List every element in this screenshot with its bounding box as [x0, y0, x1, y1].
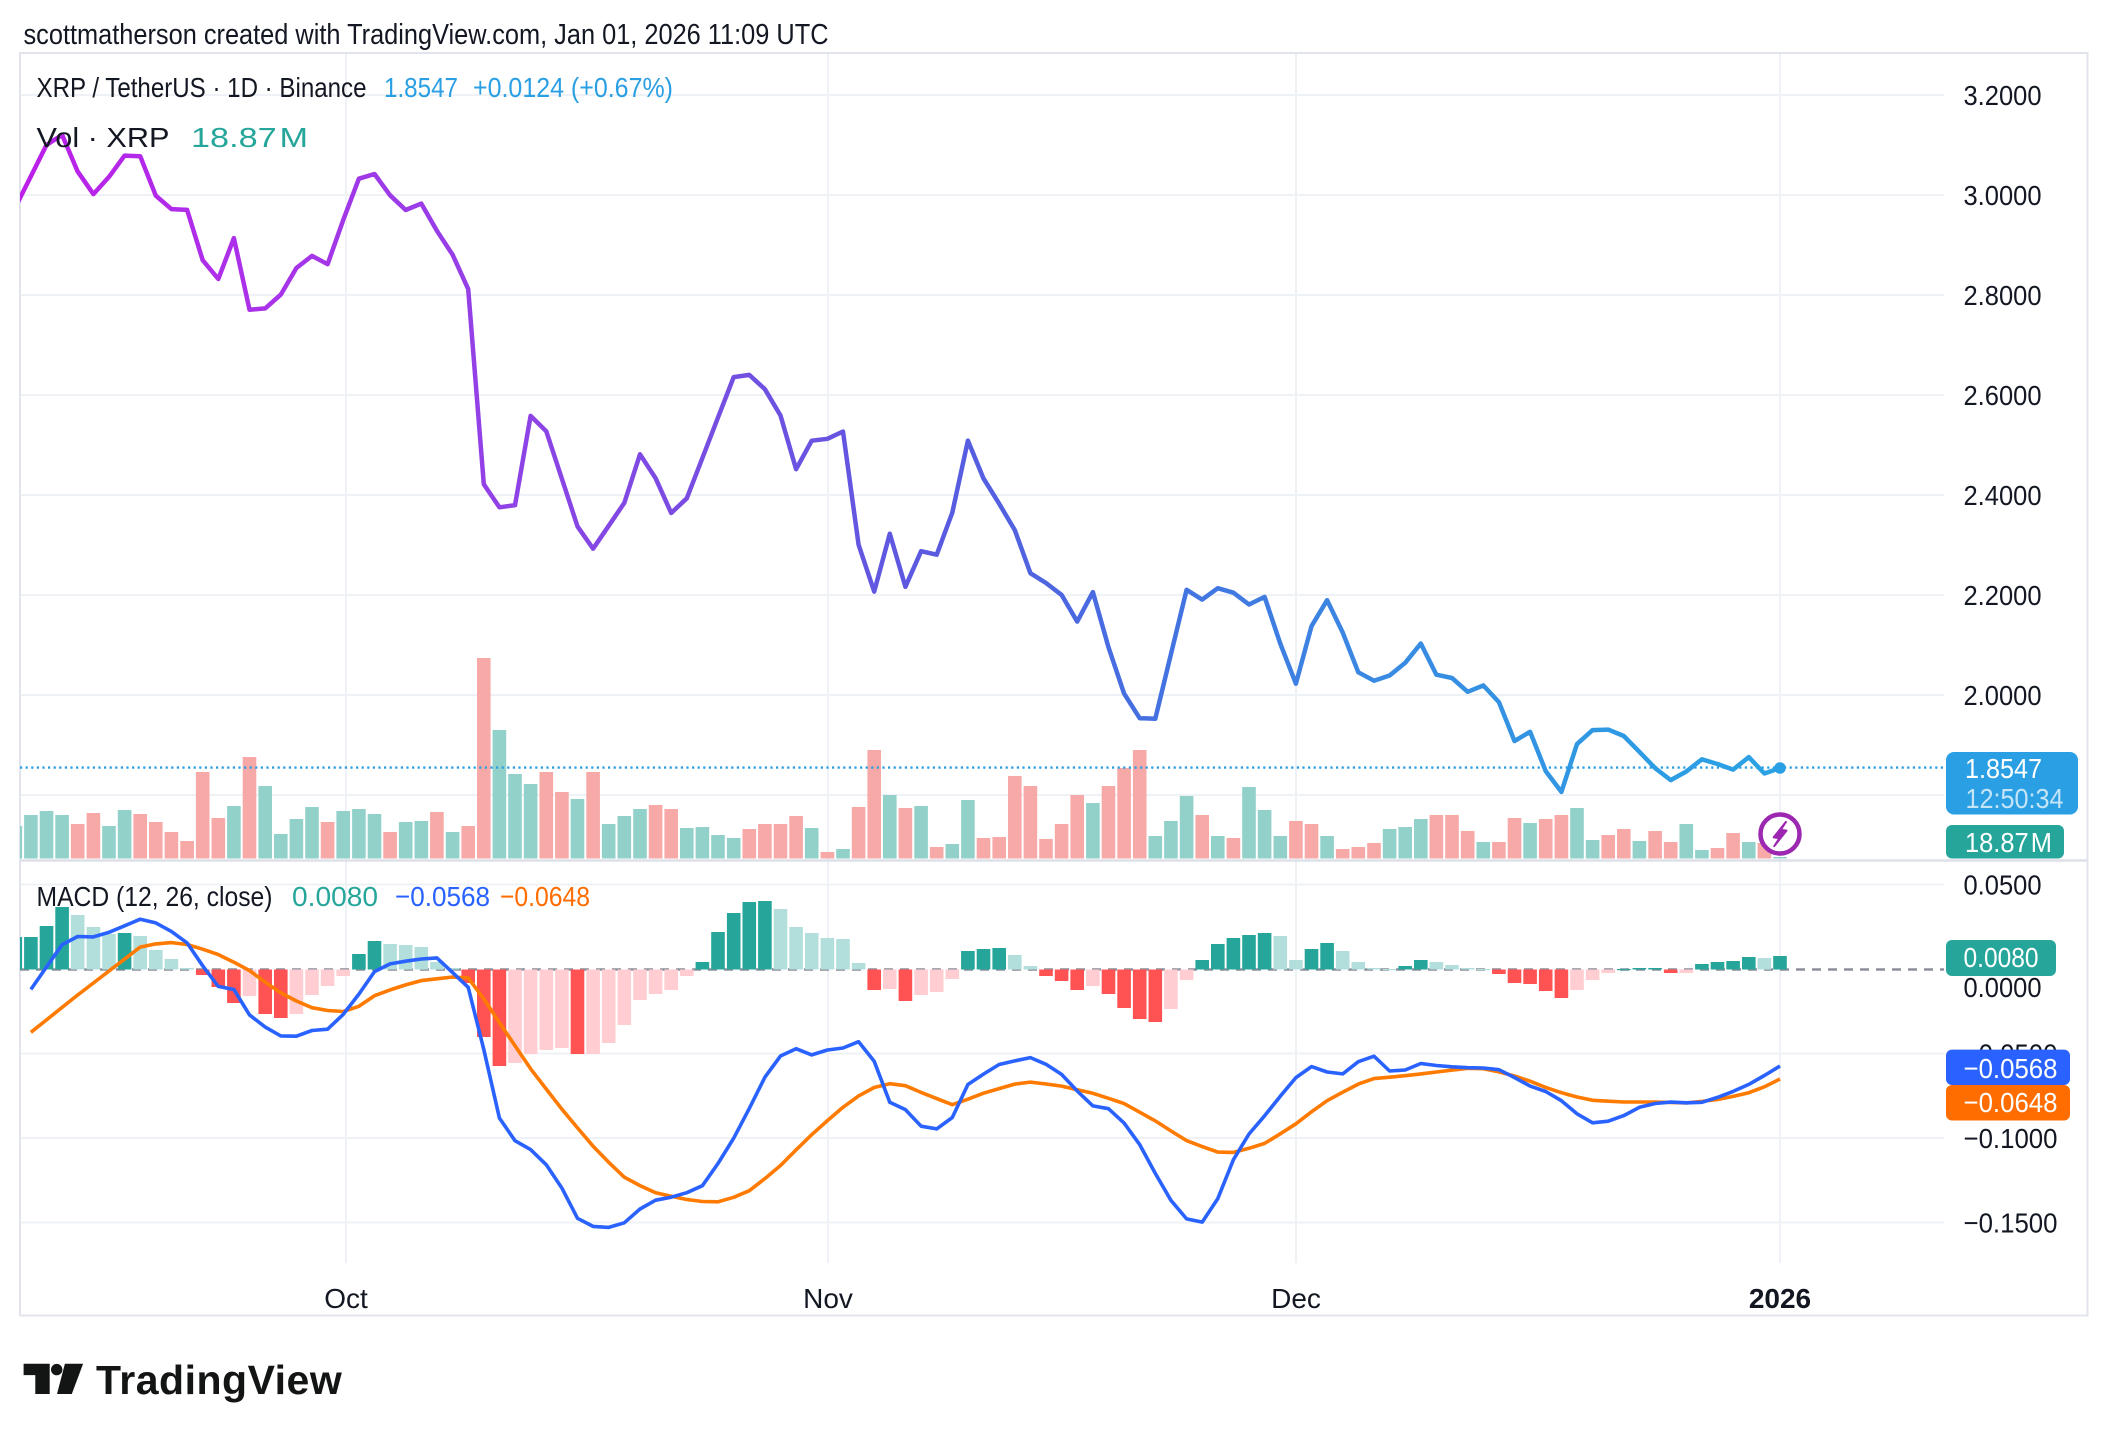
- svg-text:−0.1500: −0.1500: [1964, 1208, 2058, 1239]
- svg-text:2.2000: 2.2000: [1964, 580, 2042, 611]
- svg-text:0.0080: 0.0080: [292, 881, 378, 912]
- svg-text:2026: 2026: [1749, 1283, 1811, 1314]
- svg-text:3.0000: 3.0000: [1964, 180, 2042, 211]
- svg-text:0.0500: 0.0500: [1964, 870, 2042, 901]
- svg-text:scottmatherson created with Tr: scottmatherson created with TradingView.…: [24, 19, 829, 51]
- svg-text:2.4000: 2.4000: [1964, 480, 2042, 511]
- svg-text:0.0080: 0.0080: [1964, 942, 2039, 973]
- svg-text:Vol · XRP: Vol · XRP: [37, 122, 170, 153]
- svg-text:−0.1000: −0.1000: [1964, 1123, 2058, 1154]
- svg-text:2.6000: 2.6000: [1964, 380, 2042, 411]
- svg-text:−0.0568: −0.0568: [395, 881, 490, 912]
- svg-text:18.87 M: 18.87 M: [1965, 827, 2052, 858]
- svg-text:MACD (12, 26, close): MACD (12, 26, close): [37, 881, 273, 912]
- svg-text:0.0000: 0.0000: [1964, 972, 2042, 1003]
- svg-text:1.8547: 1.8547: [1965, 753, 2042, 784]
- svg-text:18.87 M: 18.87 M: [191, 122, 308, 153]
- svg-text:3.2000: 3.2000: [1964, 80, 2042, 111]
- svg-text:1.8547: 1.8547: [384, 72, 458, 103]
- svg-text:TradingView: TradingView: [96, 1357, 342, 1403]
- svg-text:2.8000: 2.8000: [1964, 280, 2042, 311]
- svg-text:XRP / TetherUS · 1D · Binance: XRP / TetherUS · 1D · Binance: [37, 72, 367, 103]
- svg-text:Oct: Oct: [324, 1283, 368, 1314]
- svg-text:2.0000: 2.0000: [1964, 680, 2042, 711]
- svg-text:−0.0648: −0.0648: [500, 881, 590, 912]
- svg-text:−0.0648: −0.0648: [1964, 1087, 2058, 1118]
- svg-text:−0.0568: −0.0568: [1964, 1053, 2058, 1084]
- svg-text:Nov: Nov: [803, 1283, 853, 1314]
- svg-text:+0.0124 (+0.67%): +0.0124 (+0.67%): [473, 72, 673, 103]
- svg-text:Dec: Dec: [1271, 1283, 1321, 1314]
- svg-text:12:50:34: 12:50:34: [1966, 783, 2064, 814]
